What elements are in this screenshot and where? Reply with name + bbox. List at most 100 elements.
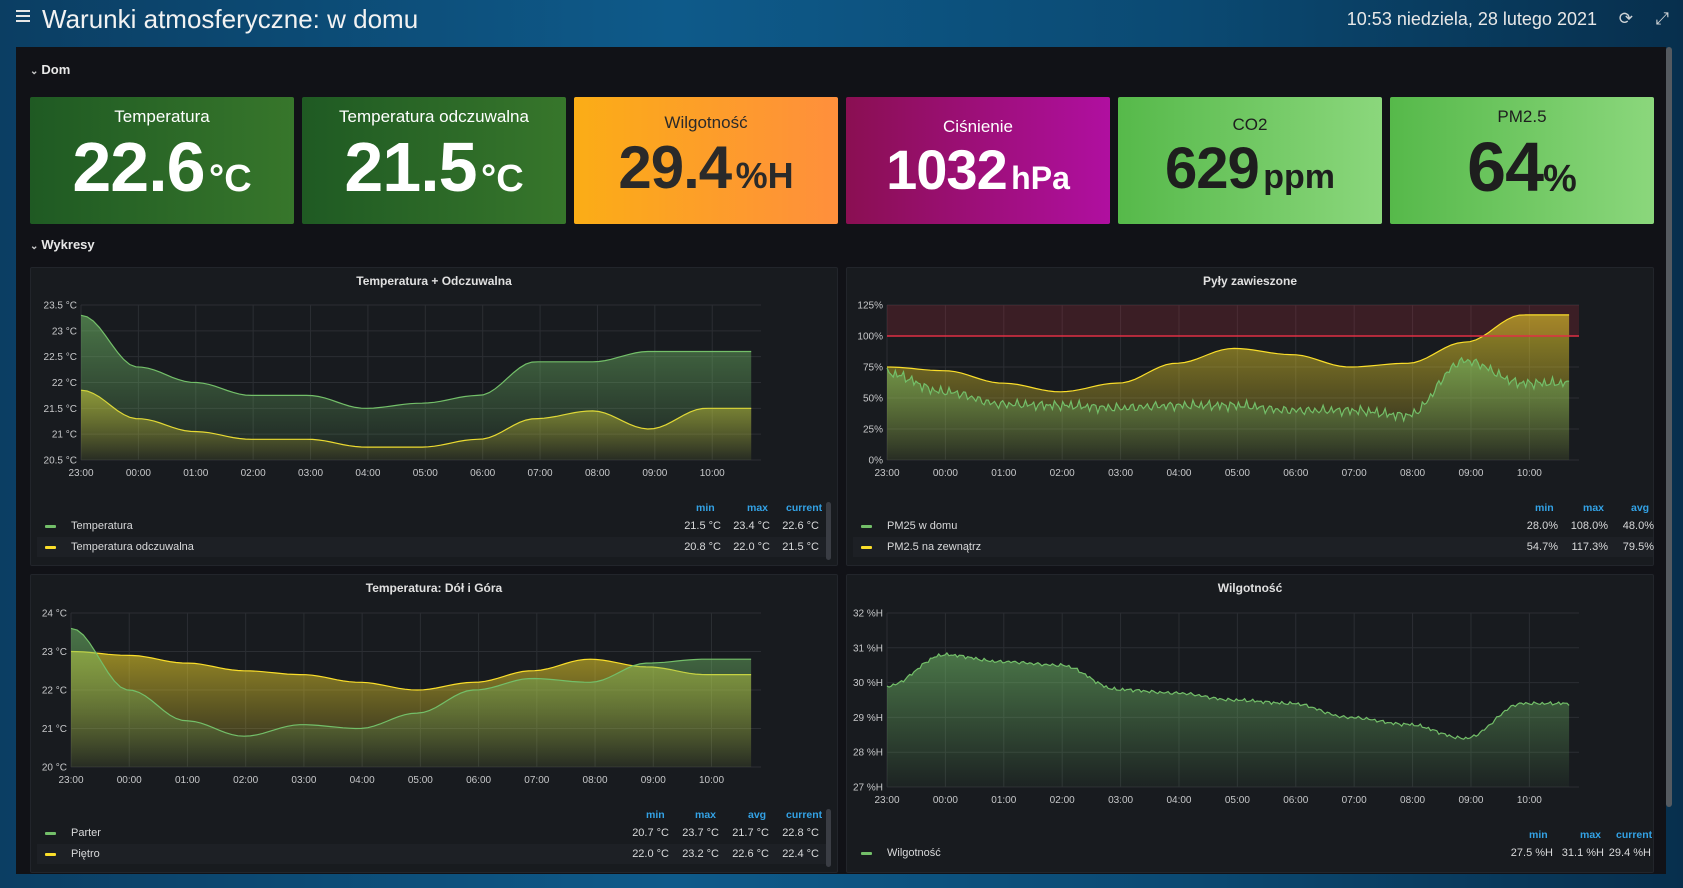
y-tick-label: 100% [857, 332, 883, 343]
legend-header-max: max [1583, 502, 1605, 514]
row-wykresy-toggle[interactable]: ⌄ Wykresy [30, 237, 95, 252]
legend-header-min: min [646, 809, 665, 821]
stat-value: 21.5 °C [302, 127, 566, 207]
stat-wilgotnosc[interactable]: Wilgotność 29.4 %H [574, 97, 838, 224]
stat-title: Ciśnienie [943, 117, 1013, 136]
chart-temperatura-dol-gora: 20 °C 21 °C 22 °C 23 °C 24 °C 23:00 00:00 01:00… [42, 609, 761, 786]
x-tick-label: 01:00 [175, 775, 200, 786]
legend-header-max: max [695, 809, 717, 821]
legend-header-avg: avg [1631, 502, 1650, 514]
stat-unit: °C [209, 158, 252, 200]
x-tick-label: 02:00 [233, 775, 258, 786]
y-tick-label: 24 °C [42, 609, 67, 620]
stat-unit: ppm [1263, 158, 1335, 196]
legend-row-pietro[interactable]: Piętro 22.0 °C 23.2 °C 22.6 °C 22.4 °C [37, 844, 827, 864]
legend-header-max: max [1580, 829, 1602, 841]
legend-current-value: 22.8 °C [782, 827, 819, 839]
legend-row-temperatura-odczuwalna[interactable]: Temperatura odczuwalna 20.8 °C 22.0 °C 2… [37, 537, 827, 557]
x-tick-label: 06:00 [466, 775, 491, 786]
legend-row-pm25-w-domu[interactable]: PM25 w domu 28.0% 108.0% 48.0% [853, 516, 1654, 536]
x-tick-label: 23:00 [58, 775, 83, 786]
legend-avg-value: 48.0% [1622, 520, 1654, 532]
refresh-icon[interactable]: ⟳ [1618, 9, 1633, 28]
x-tick-label: 10:00 [1517, 795, 1542, 806]
stat-number: 1032 [886, 138, 1008, 201]
expand-icon[interactable]: ⤢ [1655, 9, 1669, 28]
x-tick-label: 03:00 [291, 775, 316, 786]
legend-row-wilgotnosc[interactable]: Wilgotność 27.5 %H 31.1 %H 29.4 %H [853, 843, 1653, 863]
x-tick-label: 02:00 [1050, 795, 1075, 806]
panel-wilgotnosc[interactable]: Wilgotność 27 %H 28 %H 29 %H 30 %H 31 %H 32 %… [846, 574, 1654, 873]
legend-scrollbar[interactable] [826, 809, 831, 867]
panel-title: Pyły zawieszone [1202, 274, 1298, 288]
stat-co2[interactable]: CO2 629 ppm [1118, 97, 1382, 224]
chart-grid: 20 °C 21 °C 22 °C 23 °C 24 °C 23:00 00:00 01:00… [42, 609, 761, 786]
stat-temperatura-odczuwalna[interactable]: Temperatura odczuwalna 21.5 °C [302, 97, 566, 224]
x-tick-label: 07:00 [528, 468, 553, 479]
row-wykresy-label: Wykresy [41, 237, 95, 252]
legend-row-temperatura[interactable]: Temperatura 21.5 °C 23.4 °C 22.6 °C [37, 516, 827, 536]
y-tick-label: 21 °C [52, 430, 77, 441]
stat-value: 1032 hPa [846, 137, 1110, 202]
legend-row-pm25-na-zewnatrz[interactable]: PM2.5 na zewnątrz 54.7% 117.3% 79.5% [853, 537, 1654, 557]
x-tick-label: 05:00 [1225, 795, 1250, 806]
panel-temperatura-odczuwalna[interactable]: Temperatura + Odczuwalna 20.5 °C 21 °C 21.… [30, 267, 838, 566]
legend-avg-value: 22.6 °C [732, 848, 769, 860]
stat-pm25[interactable]: PM2.5 64% [1390, 97, 1654, 224]
series-parter-area [71, 628, 752, 767]
legend-current-value: 29.4 %H [1608, 847, 1651, 859]
x-tick-label: 02:00 [1050, 468, 1075, 479]
chart-wilgotnosc: 27 %H 28 %H 29 %H 30 %H 31 %H 32 %H 23:00 00:00… [853, 609, 1579, 806]
series-pm25-w-domu-area [887, 357, 1570, 460]
panel-temperatura-dol-gora[interactable]: Temperatura: Dół i Góra 20 °C 21 °C 22 °C 2… [30, 574, 838, 873]
legend-scrollbar[interactable] [826, 502, 831, 560]
page-scrollbar[interactable] [1666, 47, 1672, 807]
legend-row-parter[interactable]: Parter 20.7 °C 23.7 °C 21.7 °C 22.8 °C [37, 823, 827, 843]
x-tick-label: 09:00 [1458, 795, 1483, 806]
legend-max-value: 108.0% [1570, 520, 1608, 532]
x-tick-label: 05:00 [408, 775, 433, 786]
stat-value: 22.6 °C [30, 127, 294, 207]
x-tick-label: 08:00 [583, 775, 608, 786]
y-tick-label: 21 °C [42, 724, 67, 735]
y-tick-label: 30 %H [853, 678, 883, 689]
legend-header-max: max [747, 502, 769, 514]
y-tick-label: 22 °C [42, 686, 67, 697]
legend-max-value: 31.1 %H [1561, 847, 1604, 859]
y-tick-label: 25% [863, 425, 883, 436]
series-color-swatch [45, 832, 56, 835]
legend-header-min: min [1529, 829, 1548, 841]
x-tick-label: 10:00 [1517, 468, 1542, 479]
legend-min-value: 20.8 °C [684, 541, 721, 553]
x-tick-label: 03:00 [1108, 468, 1133, 479]
legend-header-current: current [786, 502, 823, 514]
stat-number: 22.6 [72, 128, 205, 206]
stat-unit: hPa [1011, 160, 1070, 196]
panel-title: Wilgotność [1217, 581, 1283, 595]
x-tick-label: 08:00 [1400, 468, 1425, 479]
panel-title: Temperatura + Odczuwalna [356, 274, 512, 288]
stat-value: 64% [1390, 127, 1654, 207]
y-tick-label: 50% [863, 394, 883, 405]
stat-title: Wilgotność [664, 113, 748, 132]
x-tick-label: 06:00 [1283, 795, 1308, 806]
x-tick-label: 08:00 [585, 468, 610, 479]
legend-series-name: Parter [71, 827, 101, 839]
y-tick-label: 0% [869, 456, 884, 467]
legend-current-value: 22.6 °C [782, 520, 819, 532]
stat-temperatura[interactable]: Temperatura 22.6 °C [30, 97, 294, 224]
stat-number: 629 [1164, 136, 1260, 201]
legend-min-value: 28.0% [1526, 520, 1558, 532]
series-color-swatch [45, 853, 56, 856]
x-tick-label: 00:00 [933, 795, 958, 806]
series-color-swatch [45, 525, 56, 528]
stat-cisnienie[interactable]: Ciśnienie 1032 hPa [846, 97, 1110, 224]
row-dom-toggle[interactable]: ⌄ Dom [30, 62, 70, 77]
hamburger-icon[interactable] [16, 10, 30, 24]
panel-pyly-zawieszone[interactable]: Pyły zawieszone 0% 25% 50% 75% 100% 125% 23:00… [846, 267, 1654, 566]
clock-datetime: 10:53 niedziela, 28 lutego 2021 [1346, 9, 1597, 29]
legend-series-name: Wilgotność [887, 847, 941, 859]
stat-unit: °C [481, 158, 524, 200]
legend-header-min: min [696, 502, 715, 514]
chart-temperatura-odczuwalna: 20.5 °C 21 °C 21.5 °C 22 °C 22.5 °C 23 °C 23.5… [44, 301, 761, 479]
